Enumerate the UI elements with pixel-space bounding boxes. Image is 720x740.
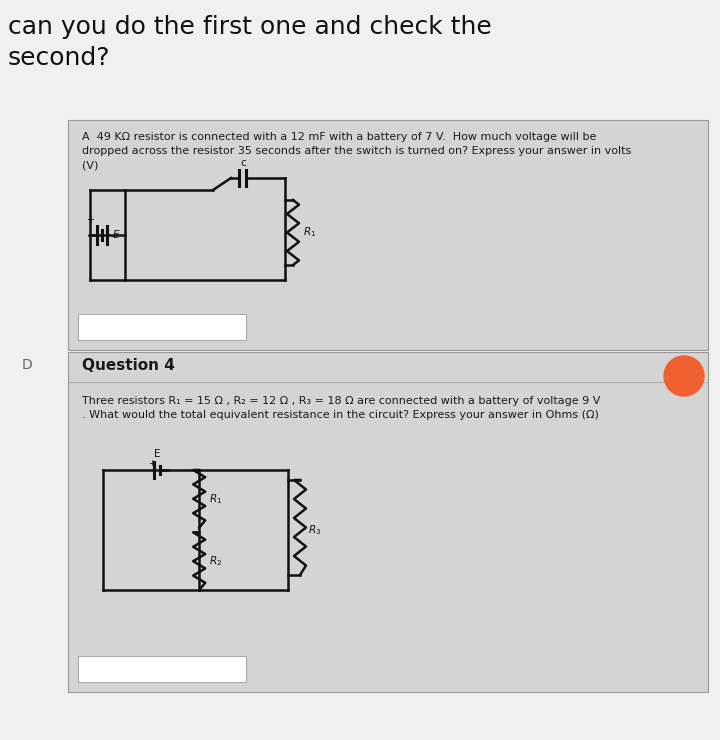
- Text: +: +: [148, 459, 156, 468]
- Text: $R_1$: $R_1$: [210, 492, 222, 505]
- Bar: [78, 314, 246, 340]
- Text: D: D: [22, 358, 32, 372]
- Text: can you do the first one and check the
second?: can you do the first one and check the s…: [8, 15, 492, 70]
- Text: E: E: [154, 449, 161, 459]
- Text: $R_3$: $R_3$: [308, 523, 321, 537]
- Text: $R_1$: $R_1$: [303, 226, 316, 240]
- Circle shape: [664, 356, 704, 396]
- Text: E: E: [113, 230, 120, 240]
- Text: +: +: [86, 215, 94, 225]
- Text: 10.8: 10.8: [84, 662, 112, 676]
- Text: . What would the total equivalent resistance in the circuit? Express your answer: . What would the total equivalent resist…: [82, 410, 599, 420]
- Text: (V): (V): [82, 160, 99, 170]
- Bar: [68, 120, 708, 350]
- Text: Three resistors R₁ = 15 Ω , R₂ = 12 Ω , R₃ = 18 Ω are connected with a battery o: Three resistors R₁ = 15 Ω , R₂ = 12 Ω , …: [82, 396, 600, 406]
- Text: c: c: [240, 158, 246, 168]
- Text: Question 4: Question 4: [82, 358, 175, 373]
- Bar: [78, 656, 246, 682]
- Text: $R_2$: $R_2$: [210, 554, 222, 568]
- Text: A  49 KΩ resistor is connected with a 12 mF with a battery of 7 V.  How much vol: A 49 KΩ resistor is connected with a 12 …: [82, 132, 596, 142]
- Text: dropped across the resistor 35 seconds after the switch is turned on? Express yo: dropped across the resistor 35 seconds a…: [82, 146, 631, 156]
- Bar: [68, 352, 708, 692]
